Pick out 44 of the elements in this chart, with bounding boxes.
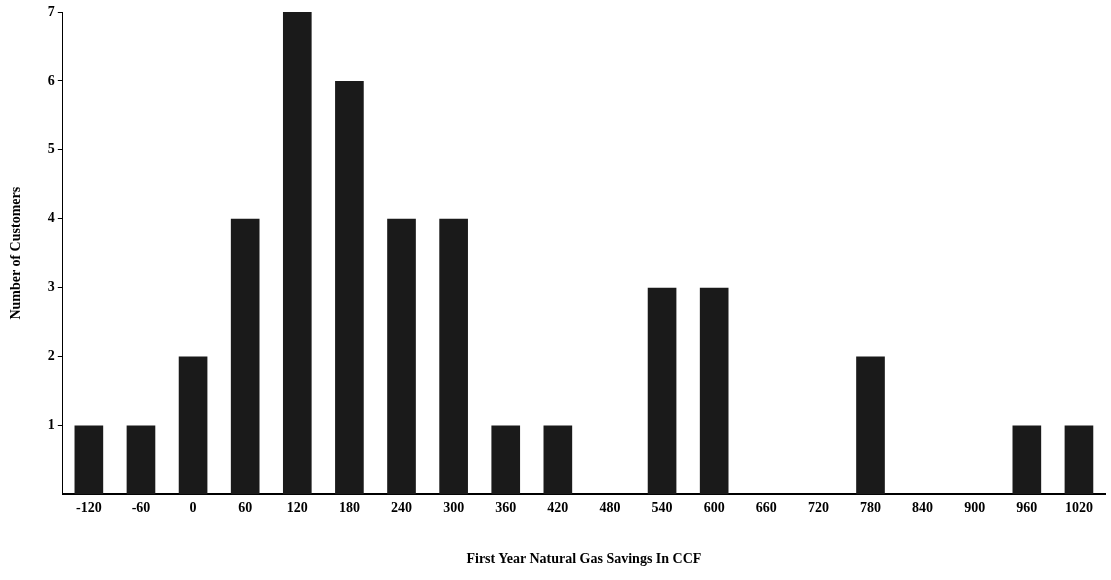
bar <box>699 287 729 495</box>
y-tick-label: 2 <box>47 348 55 364</box>
bar <box>491 425 521 495</box>
bar <box>439 218 468 495</box>
x-tick-label: 960 <box>1016 500 1038 516</box>
x-tick-label: 900 <box>964 500 986 516</box>
x-tick-label: 660 <box>755 500 777 516</box>
x-tick-label: 0 <box>189 500 197 516</box>
bar <box>230 218 260 495</box>
bar <box>543 425 573 495</box>
x-tick-label: 420 <box>547 500 569 516</box>
x-tick-label: 480 <box>599 500 621 516</box>
y-tick-label: 7 <box>47 3 55 19</box>
x-tick-label: -60 <box>131 500 151 516</box>
y-tick-label: 6 <box>47 72 55 88</box>
bar <box>74 425 104 495</box>
x-tick-label: 1020 <box>1064 500 1093 516</box>
x-axis-title: First Year Natural Gas Savings In CCF <box>466 551 702 567</box>
bar <box>1012 425 1042 495</box>
x-tick-label: 780 <box>860 500 882 516</box>
y-tick-label: 5 <box>47 141 55 157</box>
y-axis-title: Number of Customers <box>8 186 24 320</box>
x-tick-label: 540 <box>651 500 673 516</box>
x-tick-label: 240 <box>391 500 413 516</box>
bar <box>178 356 208 495</box>
x-tick-label: 180 <box>338 500 360 516</box>
x-tick-label: 840 <box>912 500 934 516</box>
bar <box>647 287 677 495</box>
x-tick-label: 300 <box>443 500 465 516</box>
x-tick-label: 360 <box>495 500 517 516</box>
bar <box>1064 425 1094 495</box>
bar <box>856 356 885 495</box>
x-tick-label: -120 <box>76 500 102 516</box>
x-tick-label: 720 <box>807 500 829 516</box>
bar <box>126 425 156 495</box>
bar <box>335 80 364 495</box>
bar <box>282 12 312 495</box>
y-tick-label: 3 <box>47 279 55 295</box>
x-tick-label: 60 <box>238 500 253 516</box>
bar <box>387 218 416 495</box>
x-tick-label: 600 <box>703 500 725 516</box>
y-tick-label: 4 <box>47 210 55 226</box>
x-tick-label: 120 <box>286 500 308 516</box>
y-tick-label: 1 <box>47 417 55 433</box>
